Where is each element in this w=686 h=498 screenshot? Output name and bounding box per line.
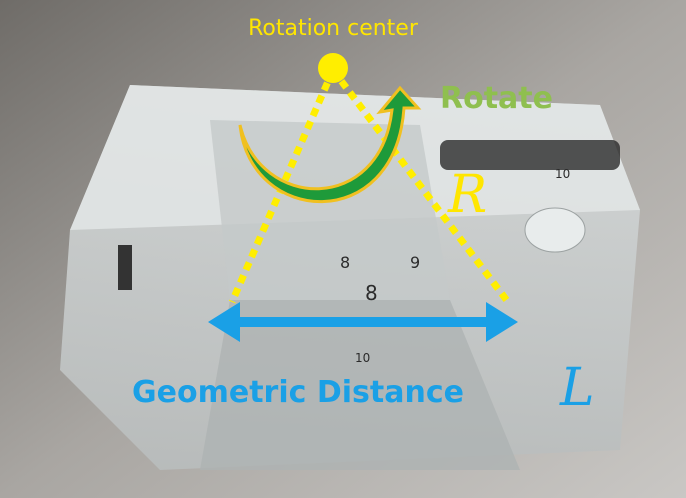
block-mark: 8	[365, 281, 378, 305]
radius-label: R	[447, 165, 487, 225]
photo: 8 9 8 10 10 Rotation center Rotate R Geo…	[0, 0, 686, 498]
block-mark: 10	[355, 351, 370, 365]
rotation-center-dot	[318, 53, 348, 83]
block-mark: 10	[555, 167, 570, 181]
bore	[525, 208, 585, 252]
hole	[118, 245, 132, 290]
rotation-center-label: Rotation center	[248, 16, 419, 41]
distance-symbol: L	[559, 358, 595, 418]
rotate-label: Rotate	[440, 81, 553, 116]
block-mark: 8	[340, 253, 350, 272]
block-mark: 9	[410, 253, 420, 272]
distance-label: Geometric Distance	[132, 375, 464, 410]
